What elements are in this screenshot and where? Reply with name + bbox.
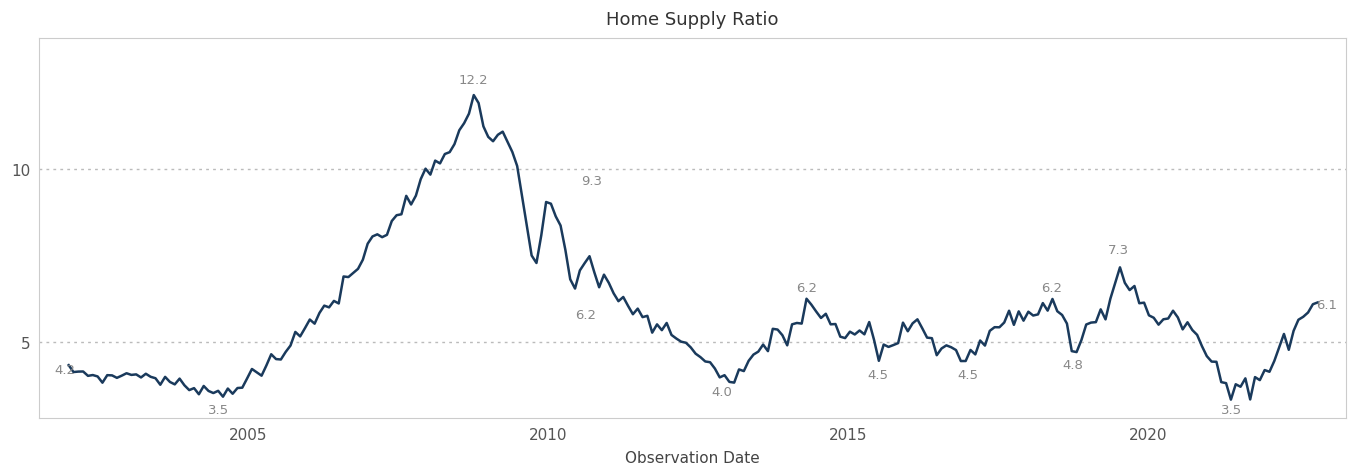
Text: 6.2: 6.2 — [795, 281, 817, 294]
Text: 3.5: 3.5 — [208, 403, 229, 416]
Text: 6.2: 6.2 — [1042, 281, 1063, 294]
X-axis label: Observation Date: Observation Date — [626, 450, 760, 465]
Text: 6.2: 6.2 — [575, 308, 596, 321]
Text: 3.5: 3.5 — [1221, 403, 1243, 416]
Text: 7.3: 7.3 — [1107, 243, 1129, 256]
Text: 4.5: 4.5 — [867, 368, 889, 381]
Text: 6.1: 6.1 — [1316, 298, 1337, 311]
Text: 4.8: 4.8 — [1063, 358, 1083, 371]
Text: 4.0: 4.0 — [712, 386, 733, 398]
Title: Home Supply Ratio: Home Supply Ratio — [607, 11, 779, 29]
Text: 4.5: 4.5 — [958, 368, 978, 381]
Text: 12.2: 12.2 — [459, 74, 489, 87]
Text: 4.2: 4.2 — [54, 364, 76, 377]
Text: 9.3: 9.3 — [581, 174, 603, 187]
